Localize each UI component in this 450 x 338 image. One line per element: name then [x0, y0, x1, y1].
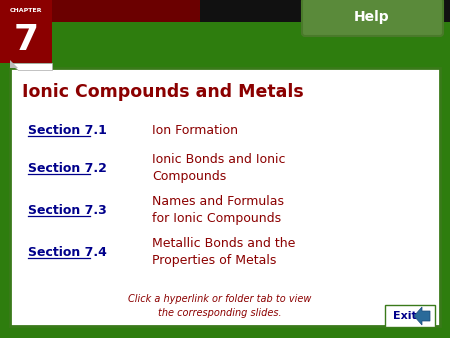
FancyBboxPatch shape	[0, 0, 52, 63]
Text: Names and Formulas
for Ionic Compounds: Names and Formulas for Ionic Compounds	[152, 195, 284, 225]
Polygon shape	[414, 307, 430, 325]
FancyBboxPatch shape	[0, 0, 200, 22]
Text: Ionic Compounds and Metals: Ionic Compounds and Metals	[22, 83, 304, 101]
Text: Section 7.2: Section 7.2	[28, 162, 107, 174]
Text: Metallic Bonds and the
Properties of Metals: Metallic Bonds and the Properties of Met…	[152, 237, 295, 267]
FancyBboxPatch shape	[0, 0, 450, 22]
Text: Ionic Bonds and Ionic
Compounds: Ionic Bonds and Ionic Compounds	[152, 153, 285, 183]
Text: Section 7.3: Section 7.3	[28, 203, 107, 217]
Text: Section 7.4: Section 7.4	[28, 245, 107, 259]
Text: Exit: Exit	[393, 311, 417, 321]
Text: Help: Help	[354, 10, 390, 24]
Text: 7: 7	[14, 23, 39, 57]
FancyBboxPatch shape	[302, 0, 443, 36]
Text: Click a hyperlink or folder tab to view
the corresponding slides.: Click a hyperlink or folder tab to view …	[128, 294, 312, 318]
FancyBboxPatch shape	[10, 68, 440, 326]
Polygon shape	[10, 63, 52, 70]
Polygon shape	[10, 60, 18, 68]
Text: Ion Formation: Ion Formation	[152, 123, 238, 137]
Text: CHAPTER: CHAPTER	[10, 8, 42, 14]
FancyBboxPatch shape	[385, 305, 435, 327]
Text: Section 7.1: Section 7.1	[28, 123, 107, 137]
